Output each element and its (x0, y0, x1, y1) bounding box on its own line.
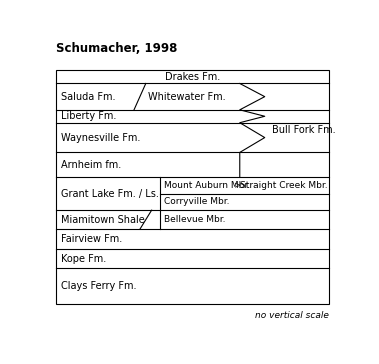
Text: Corryville Mbr.: Corryville Mbr. (164, 197, 229, 206)
Text: Kope Fm.: Kope Fm. (61, 254, 107, 264)
Text: Drakes Fm.: Drakes Fm. (165, 72, 221, 82)
Text: Bull Fork Fm.: Bull Fork Fm. (272, 125, 336, 135)
Text: Mount Auburn Mbr.: Mount Auburn Mbr. (164, 181, 250, 190)
Text: Schumacher, 1998: Schumacher, 1998 (56, 42, 178, 55)
Text: Saluda Fm.: Saluda Fm. (61, 92, 116, 102)
Text: Fairview Fm.: Fairview Fm. (61, 234, 123, 244)
Text: Arnheim fm.: Arnheim fm. (61, 160, 122, 170)
Text: Grant Lake Fm. / Ls.: Grant Lake Fm. / Ls. (61, 189, 159, 199)
Text: Liberty Fm.: Liberty Fm. (61, 111, 117, 121)
Text: no vertical scale: no vertical scale (255, 311, 329, 320)
Text: Waynesville Fm.: Waynesville Fm. (61, 132, 141, 143)
Text: Clays Ferry Fm.: Clays Ferry Fm. (61, 281, 137, 292)
Text: Bellevue Mbr.: Bellevue Mbr. (164, 215, 226, 224)
Text: >: > (234, 181, 241, 190)
Text: Straight Creek Mbr.: Straight Creek Mbr. (240, 181, 328, 190)
Text: Miamitown Shale: Miamitown Shale (61, 215, 145, 225)
Text: Whitewater Fm.: Whitewater Fm. (148, 92, 226, 102)
Bar (56, 70, 329, 304)
